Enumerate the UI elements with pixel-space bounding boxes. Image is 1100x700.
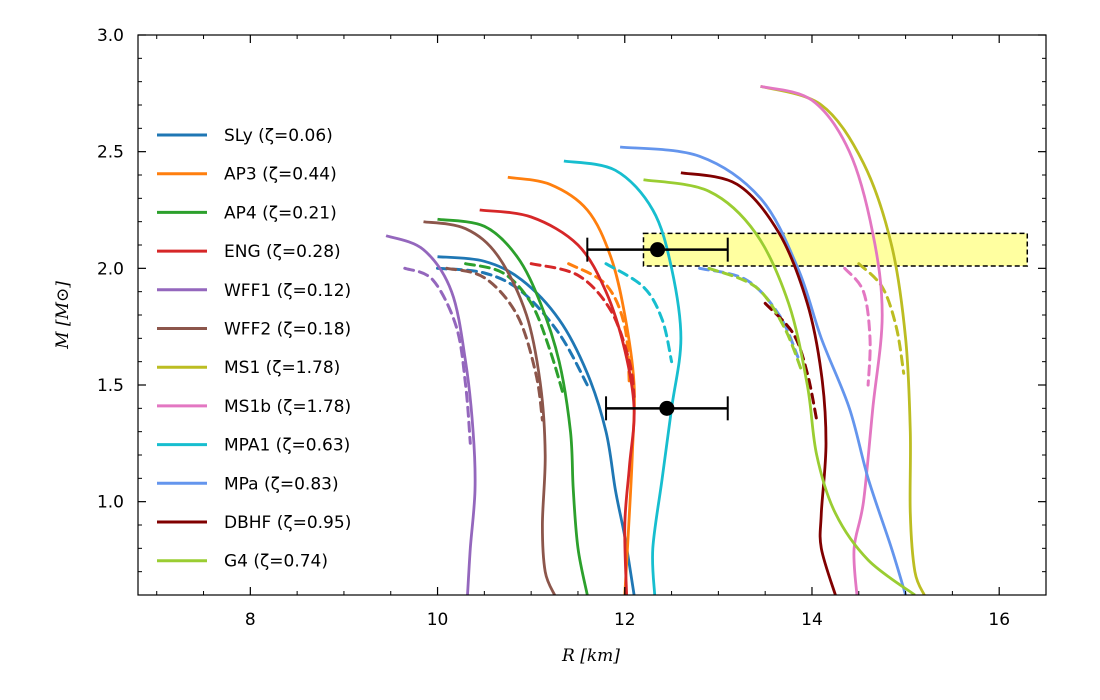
x-tick-label: 12 (614, 610, 636, 630)
legend-entry-mpa1: MPA1 (ζ=0.63) (224, 436, 350, 456)
legend: SLy (ζ=0.06) AP3 (ζ=0.44) AP4 (ζ=0.21) ENG … (157, 126, 351, 572)
series-ap4-dashed (464, 262, 566, 399)
error-point-1 (650, 242, 666, 258)
y-tick-label: 3.0 (97, 26, 124, 46)
legend-entry-sly: SLy (ζ=0.06) (224, 126, 333, 146)
y-tick-label: 2.5 (97, 143, 124, 163)
y-tick-labels: 1.0 1.5 2.0 2.5 3.0 (97, 26, 124, 513)
series-dbhf-solid (680, 171, 837, 595)
series-mpa1-dashed (604, 262, 674, 364)
error-point-2 (659, 400, 675, 416)
legend-entry-ms1b: MS1b (ζ=1.78) (224, 397, 351, 417)
series-eng-dashed (529, 262, 636, 399)
error-points-layer (586, 237, 729, 421)
series-ap3-solid (507, 175, 636, 595)
y-axis-label: M [M⊙] (53, 281, 73, 350)
x-tick-label: 14 (801, 610, 823, 630)
x-tick-labels: 8 10 12 14 16 (245, 610, 1010, 630)
series-g4-dashed (707, 266, 805, 375)
y-tick-label: 2.0 (97, 259, 124, 279)
y-tick-label: 1.0 (97, 493, 124, 513)
legend-entry-eng: ENG (ζ=0.28) (224, 242, 341, 262)
legend-entry-wff2: WFF2 (ζ=0.18) (224, 320, 351, 340)
series-ms1b-dashed (843, 266, 872, 387)
ticks-layer (138, 34, 1047, 596)
legend-entry-mpa: MPa (ζ=0.83) (224, 474, 339, 494)
series-layer (385, 84, 926, 595)
series-mpa1-solid (563, 159, 683, 595)
legend-entry-wff1: WFF1 (ζ=0.12) (224, 281, 351, 301)
series-wff1-solid (385, 234, 477, 595)
legend-entry-ap4: AP4 (ζ=0.21) (224, 203, 337, 223)
series-wff1-dashed (403, 266, 472, 445)
series-ms1-dashed (857, 262, 906, 375)
legend-entry-dbhf: DBHF (ζ=0.95) (224, 513, 351, 533)
legend-entry-ms1: MS1 (ζ=1.78) (224, 358, 340, 378)
x-tick-label: 16 (988, 610, 1010, 630)
x-tick-label: 10 (427, 610, 449, 630)
series-g4-solid (643, 178, 916, 595)
series-sly-solid (437, 255, 636, 595)
series-ms1b-solid (760, 84, 884, 595)
series-ap4-solid (437, 217, 589, 595)
series-wff2-solid (423, 220, 556, 595)
x-axis-label: R [km] (561, 646, 620, 666)
series-mpa-solid (619, 145, 907, 595)
y-tick-label: 1.5 (97, 376, 124, 396)
series-eng-solid (479, 208, 636, 595)
legend-entry-g4: G4 (ζ=0.74) (224, 552, 328, 572)
x-tick-label: 8 (245, 610, 256, 630)
series-ap3-dashed (567, 262, 631, 387)
legend-entry-ap3: AP3 (ζ=0.44) (224, 165, 337, 185)
series-ms1-solid (760, 84, 926, 595)
series-wff2-dashed (445, 266, 544, 422)
